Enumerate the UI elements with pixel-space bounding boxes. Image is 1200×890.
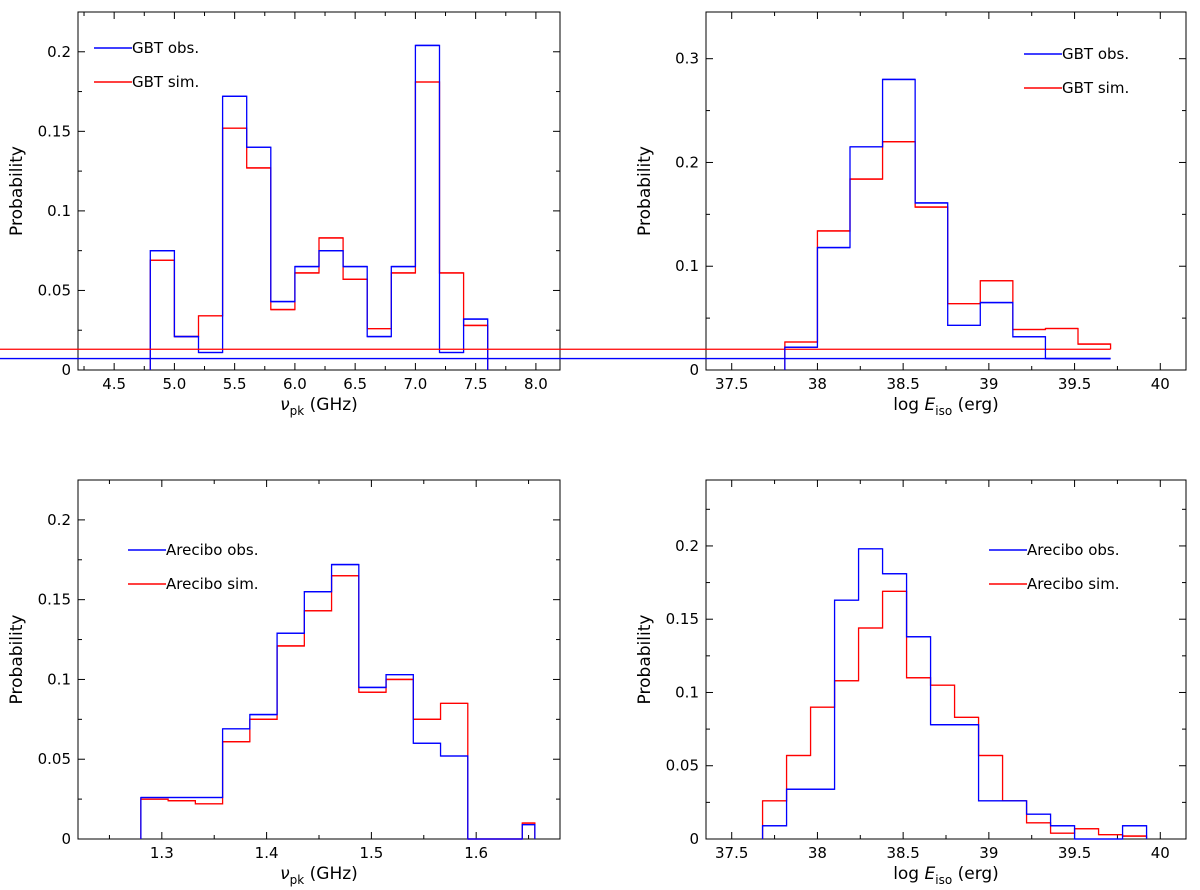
x-tick-label: 39 [979,375,998,393]
y-tick-label: 0.1 [47,670,71,688]
y-tick-label: 0.2 [675,153,699,171]
x-axis-label-subscript: iso [935,873,952,887]
legend: Arecibo obs. Arecibo sim. [128,541,259,593]
legend-label: Arecibo sim. [1027,575,1120,593]
x-axis-label-prefix: log [893,395,924,415]
x-axis-label-unit: (erg) [952,864,999,884]
y-axis-label: Probability [635,615,655,705]
x-tick-label: 8.0 [524,375,548,393]
x-axis-label-subscript: pk [290,404,305,418]
legend-label: GBT sim. [1062,79,1129,97]
x-tick-label: 7.0 [403,375,427,393]
y-tick-label: 0.1 [47,202,71,220]
legend-label: Arecibo obs. [1027,541,1120,559]
y-tick-label: 0 [689,361,699,379]
y-tick-label: 0.05 [38,281,71,299]
legend-label: GBT obs. [1062,45,1129,63]
y-tick-label: 0 [61,361,71,379]
y-tick-label: 0.2 [47,43,71,61]
y-tick-label: 0.05 [666,757,699,775]
x-axis-label-symbol: ν [280,864,290,884]
y-tick-label: 0 [61,830,71,848]
x-tick-label: 38 [808,844,827,862]
y-tick-label: 0.2 [675,537,699,555]
plot-frame [77,479,561,840]
y-tick-label: 0.15 [38,591,71,609]
x-axis-label-unit: (GHz) [304,395,358,415]
legend-label: Arecibo obs. [166,541,259,559]
x-axis-label-subscript: pk [290,873,305,887]
x-axis-label: log Eiso (erg) [893,864,999,887]
x-tick-label: 1.4 [255,844,279,862]
x-tick-label: 39.5 [1058,375,1091,393]
x-tick-label: 39.5 [1058,844,1091,862]
legend: GBT obs. GBT sim. [1024,45,1129,97]
panel-gbt-energy: 37.5 38 38.5 39 39.5 40 0 0.1 0.2 0.3 Probability l… [0,11,1187,418]
legend-label: GBT obs. [132,39,199,57]
plot-frame [77,11,561,371]
y-tick-label: 0.15 [666,610,699,628]
panel-arecibo-energy: 37.5 38 38.5 39 39.5 40 0 0.05 0.1 0.15 0.2 Probabi… [635,479,1187,887]
x-tick-label: 7.5 [464,375,488,393]
x-tick-label: 38 [808,375,827,393]
panel-arecibo-frequency: 1.3 1.4 1.5 1.6 0 0.05 0.1 0.15 0.2 Probability νp… [7,479,561,887]
x-tick-label: 6.0 [283,375,307,393]
sim-histogram-series [149,81,489,370]
obs-histogram-series [149,44,489,370]
y-tick-label: 0.1 [675,683,699,701]
plot-frame [705,479,1187,840]
y-tick-label: 0 [689,830,699,848]
plot-frame [705,11,1187,371]
y-tick-label: 0.2 [47,511,71,529]
y-axis-label: Probability [635,146,655,236]
x-tick-label: 1.6 [464,844,488,862]
y-tick-label: 0.05 [38,750,71,768]
legend: GBT obs. GBT sim. [94,39,199,91]
sim-histogram-series [140,575,536,840]
x-tick-label: 37.5 [715,375,748,393]
panel-gbt-frequency: 4.5 5.0 5.5 6.0 6.5 7.0 7.5 8.0 0 0.05 0.1 0.15 0.2 P… [7,11,561,418]
x-axis-label: log Eiso (erg) [893,395,999,418]
legend: Arecibo obs. Arecibo sim. [989,541,1120,593]
x-tick-label: 6.5 [343,375,367,393]
x-tick-label: 4.5 [102,375,126,393]
x-axis-label: νpk (GHz) [280,864,358,887]
legend-label: GBT sim. [132,73,199,91]
x-axis-label-symbol: E [925,864,936,884]
x-tick-label: 37.5 [715,844,748,862]
y-tick-label: 0.15 [38,122,71,140]
x-axis-label: νpk (GHz) [280,395,358,418]
x-tick-label: 5.0 [162,375,186,393]
obs-histogram-series [784,78,1111,370]
x-axis-label-symbol: ν [280,395,290,415]
x-tick-label: 40 [1151,844,1170,862]
sim-histogram-series [761,590,1148,839]
x-tick-label: 38.5 [886,844,919,862]
x-axis-label-subscript: iso [935,404,952,418]
x-tick-label: 39 [979,844,998,862]
x-axis-label-unit: (GHz) [304,864,358,884]
x-tick-label: 38.5 [886,375,919,393]
y-tick-label: 0.1 [675,257,699,275]
y-axis-label: Probability [7,615,27,705]
x-axis-label-prefix: log [893,864,924,884]
y-tick-label: 0.3 [675,50,699,68]
x-tick-label: 1.5 [359,844,383,862]
x-tick-label: 5.5 [223,375,247,393]
x-tick-label: 40 [1151,375,1170,393]
x-axis-label-unit: (erg) [952,395,999,415]
y-axis-label: Probability [7,146,27,236]
x-tick-label: 1.3 [150,844,174,862]
legend-label: Arecibo sim. [166,575,259,593]
x-axis-label-symbol: E [925,395,936,415]
